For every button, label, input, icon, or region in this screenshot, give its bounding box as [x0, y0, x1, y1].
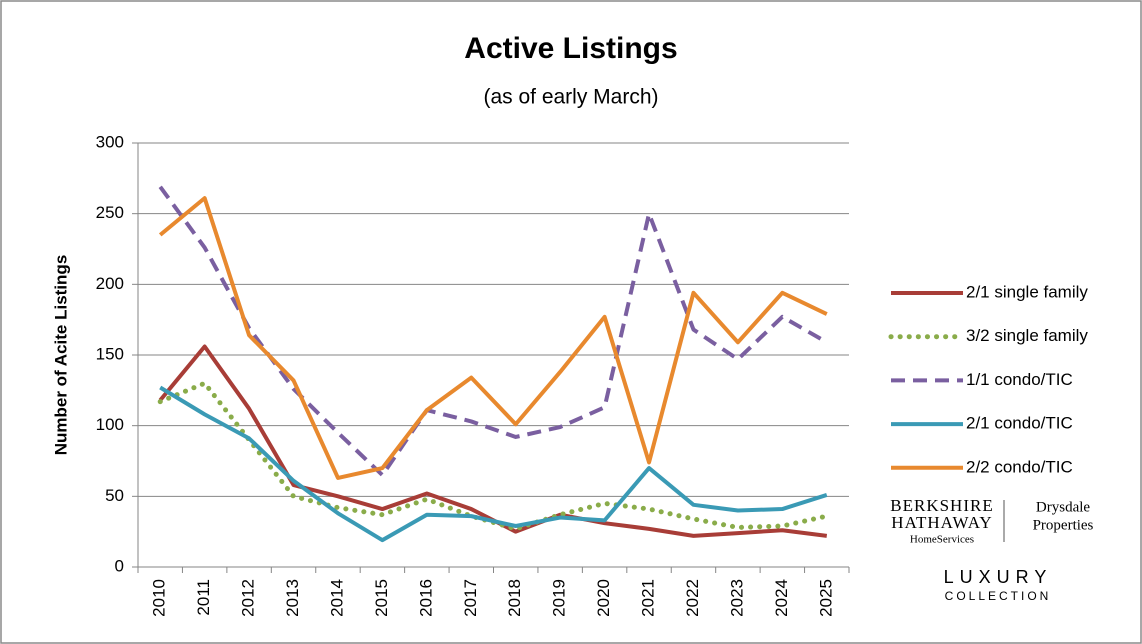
- x-tick-label: 2022: [683, 579, 702, 617]
- y-tick-label: 250: [96, 203, 124, 222]
- x-tick-label: 2011: [194, 579, 213, 616]
- x-tick-label: 2018: [505, 579, 524, 617]
- logo-text: LUXURY: [944, 567, 1053, 587]
- legend-label: 2/1 single family: [966, 282, 1088, 301]
- chart-title: Active Listings: [464, 32, 677, 65]
- y-tick-label: 300: [96, 132, 124, 151]
- y-tick-label: 200: [96, 274, 124, 293]
- x-tick-label: 2023: [727, 579, 746, 617]
- x-tick-label: 2017: [461, 579, 480, 617]
- logo-text: HATHAWAY: [891, 513, 992, 532]
- x-tick-label: 2010: [150, 579, 169, 617]
- x-tick-label: 2021: [639, 579, 658, 617]
- x-tick-label: 2016: [416, 579, 435, 617]
- logo-text: HomeServices: [910, 534, 974, 546]
- x-tick-label: 2025: [816, 579, 835, 617]
- y-tick-label: 100: [96, 415, 124, 434]
- y-tick-label: 0: [115, 556, 124, 575]
- x-tick-label: 2024: [772, 579, 791, 617]
- y-tick-label: 150: [96, 344, 124, 363]
- series-line: [158, 196, 828, 480]
- x-tick-label: 2019: [550, 579, 569, 617]
- logo-text: COLLECTION: [945, 589, 1052, 603]
- legend-label: 1/1 condo/TIC: [966, 370, 1073, 389]
- legend-label: 2/2 condo/TIC: [966, 457, 1073, 476]
- legend-label: 3/2 single family: [966, 326, 1088, 345]
- logo: BERKSHIRE HATHAWAY HomeServices Drysdale…: [890, 496, 1093, 603]
- x-tick-label: 2020: [594, 579, 613, 617]
- x-tick-label: 2013: [283, 579, 302, 617]
- logo-text: BERKSHIRE: [890, 496, 993, 515]
- x-tick-label: 2014: [327, 579, 346, 617]
- y-axis-label: Number of Acite Listings: [51, 255, 70, 456]
- series-line: [159, 385, 828, 543]
- x-tick-label: 2015: [372, 579, 391, 617]
- legend-label: 2/1 condo/TIC: [966, 414, 1073, 433]
- logo-text: Drysdale: [1036, 499, 1090, 515]
- logo-text: Properties: [1033, 517, 1094, 533]
- y-tick-label: 50: [105, 486, 124, 505]
- chart-subtitle: (as of early March): [483, 86, 658, 109]
- x-tick-label: 2012: [239, 579, 258, 617]
